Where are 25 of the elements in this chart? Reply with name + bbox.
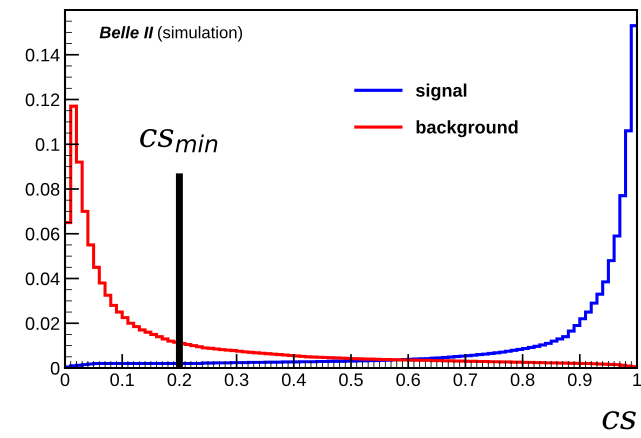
x-tick-label: 0.3 bbox=[224, 373, 248, 386]
annotation: cs$_{min}$ bbox=[140, 128, 218, 152]
x-tick-label: 1 bbox=[633, 374, 641, 386]
x-tick-label: 0.8 bbox=[510, 373, 534, 386]
y-tick-label: 0.12 bbox=[26, 93, 60, 106]
legend-label: signal bbox=[416, 84, 466, 100]
y-tick-label: 0.06 bbox=[26, 228, 60, 240]
legend-label: background bbox=[416, 120, 518, 138]
y-tick-label: 0.04 bbox=[26, 272, 60, 286]
y-tick-label: 0.1 bbox=[36, 138, 60, 151]
x-tick-label: 0.7 bbox=[454, 373, 478, 386]
x-tick-label: 0.4 bbox=[282, 373, 306, 386]
annotation: (simulation) bbox=[158, 26, 242, 42]
x-tick-label: 0.1 bbox=[110, 373, 134, 386]
x-tick-label: 0 bbox=[60, 373, 70, 386]
x-tick-label: 0.2 bbox=[168, 373, 192, 386]
y-tick-label: 0.08 bbox=[26, 182, 60, 196]
y-tick-label: 0.14 bbox=[26, 48, 60, 62]
x-tick-label: 0.5 bbox=[339, 373, 363, 386]
y-tick-label: 0 bbox=[50, 362, 60, 375]
x-tick-label: 0.9 bbox=[568, 373, 592, 386]
x-tick-label: 0.6 bbox=[396, 373, 420, 386]
y-tick-label: 0.02 bbox=[26, 317, 60, 330]
x-axis-title: cs bbox=[602, 411, 636, 430]
annotation: Belle II bbox=[100, 26, 154, 38]
